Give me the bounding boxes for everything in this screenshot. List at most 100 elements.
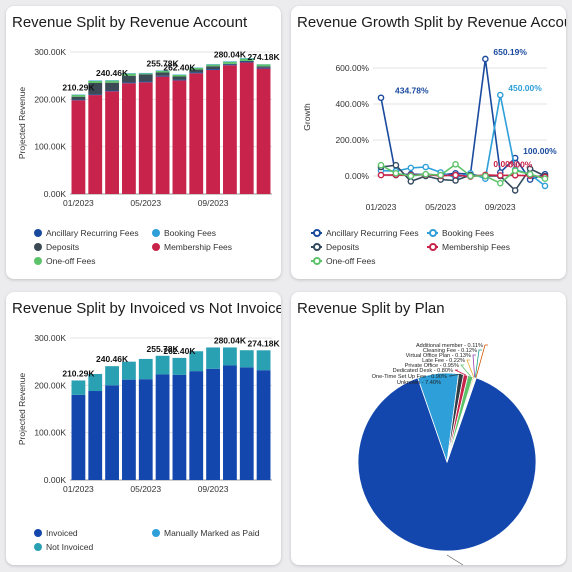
legend-item[interactable]: Invoiced xyxy=(34,528,78,538)
data-point xyxy=(407,178,415,185)
x-tick-label: 05/2023 xyxy=(130,484,161,494)
panel-plan: Revenue Split by Plan Private Office - 8… xyxy=(291,292,566,565)
pie-slice xyxy=(357,377,537,552)
slice-label: Late Fee - 0.22% xyxy=(422,358,465,364)
data-point xyxy=(377,94,385,102)
data-point xyxy=(496,172,504,179)
data-point xyxy=(467,172,474,180)
y-tick-label: 200.00K xyxy=(34,94,66,104)
panel-title: Revenue Split by Revenue Account xyxy=(12,14,248,31)
bar-segment xyxy=(155,76,170,194)
legend-label: Membership Fees xyxy=(442,242,511,252)
bar-segment xyxy=(206,69,220,70)
legend-label: Invoiced xyxy=(46,528,78,538)
legend-marker xyxy=(34,243,42,251)
data-label: 240.46K xyxy=(96,354,129,364)
data-point xyxy=(496,179,504,187)
x-tick-label: 01/2023 xyxy=(63,484,94,494)
bar-segment xyxy=(138,82,153,194)
bar-segment xyxy=(256,370,271,480)
legend-marker xyxy=(311,243,322,251)
slice-label: One-Time Set Up Fee - 0.90% xyxy=(372,374,447,380)
data-point xyxy=(526,170,534,178)
data-point xyxy=(511,167,519,174)
data-label: 255.78K xyxy=(147,344,180,354)
bar-segment xyxy=(155,72,170,76)
bar-segment xyxy=(71,96,86,100)
y-tick-label: 400.00% xyxy=(335,99,369,109)
slice-label: Cleaning Fee - 0.12% xyxy=(423,348,477,354)
slice-label: Dedicated Desk - 0.80% xyxy=(393,368,453,374)
bar-segment xyxy=(122,379,136,480)
bar-segment xyxy=(172,374,187,480)
bar-segment xyxy=(206,66,220,70)
bar-segment xyxy=(71,94,86,97)
data-point xyxy=(482,55,489,63)
y-tick-label: 200.00% xyxy=(335,135,369,145)
data-label: 274.18K xyxy=(248,52,281,62)
plan-pie-chart: Private Office - 89.27%Unknown - 7.40%On… xyxy=(357,343,537,565)
bar-segment xyxy=(172,74,187,77)
bar-segment xyxy=(256,66,271,68)
bar-segment xyxy=(122,82,136,84)
data-point xyxy=(452,160,459,168)
data-point xyxy=(392,161,400,169)
legend-item[interactable]: Membership Fees xyxy=(152,242,232,252)
legend-label: Manually Marked as Paid xyxy=(164,528,260,538)
y-tick-label: 100.00K xyxy=(34,428,66,438)
bar-segment xyxy=(239,350,254,368)
legend-label: Ancillary Recurring Fees xyxy=(326,228,419,238)
x-tick-label: 01/2023 xyxy=(366,202,397,212)
bar-segment xyxy=(239,367,254,480)
data-label: 262.40K xyxy=(163,346,196,356)
legend-item[interactable]: Not Invoiced xyxy=(34,542,93,552)
legend-label: Booking Fees xyxy=(164,228,216,238)
legend-marker xyxy=(152,229,160,237)
bar-segment xyxy=(122,75,136,83)
y-axis-label: Projected Revenue xyxy=(17,87,27,160)
legend-item[interactable]: One-off Fees xyxy=(311,256,375,266)
y-tick-label: 0.00K xyxy=(44,189,67,199)
slice-label: Additional member - 0.11% xyxy=(416,343,483,349)
legend-item[interactable]: Booking Fees xyxy=(152,228,216,238)
bar-segment xyxy=(122,73,136,76)
data-point xyxy=(407,172,415,180)
bar-segment xyxy=(122,83,136,194)
invoiced-bar-chart: 0.00K 100.00K 200.00K 300.00K Projected Reve… xyxy=(17,333,281,494)
bar-segment xyxy=(223,347,237,366)
legend-item[interactable]: Ancillary Recurring Fees xyxy=(311,228,419,238)
leader-line xyxy=(475,344,488,378)
legend-label: Deposits xyxy=(46,242,80,252)
y-tick-label: 600.00% xyxy=(335,63,369,73)
bar-segment xyxy=(172,357,187,375)
legend-item[interactable]: Deposits xyxy=(34,242,79,252)
legend-item[interactable]: Membership Fees xyxy=(427,242,510,252)
leader-line xyxy=(454,369,466,376)
panel-revenue-account: Revenue Split by Revenue Account 0.00K 10… xyxy=(6,6,281,279)
bar-segment xyxy=(88,94,103,96)
data-point xyxy=(511,187,519,194)
data-label: 100.00% xyxy=(523,146,557,156)
bar-segment xyxy=(105,366,119,386)
bar-segment xyxy=(239,61,254,63)
legend-item[interactable]: Manually Marked as Paid xyxy=(152,528,259,538)
legend-item[interactable]: Deposits xyxy=(311,242,359,252)
data-label: 240.46K xyxy=(96,68,129,78)
legend-item[interactable]: One-off Fees xyxy=(34,256,95,266)
leader-line xyxy=(466,359,475,378)
leader-line xyxy=(460,364,471,377)
bar-segment xyxy=(239,62,254,195)
bar-segment xyxy=(88,95,103,194)
bar-segment xyxy=(239,60,254,62)
legend-item[interactable]: Booking Fees xyxy=(427,228,494,238)
bar-segment xyxy=(155,70,170,73)
bar-segment xyxy=(155,374,170,480)
bar-segment xyxy=(256,68,271,194)
legend-item[interactable]: Ancillary Recurring Fees xyxy=(34,228,139,238)
data-label: 274.18K xyxy=(248,338,281,348)
slice-label: Virtual Office Plan - 0.13% xyxy=(406,353,471,359)
bar-segment xyxy=(239,58,254,61)
series-line xyxy=(380,164,546,192)
slice-label: Unknown - 7.40% xyxy=(397,380,441,386)
bar-segment xyxy=(256,64,271,67)
